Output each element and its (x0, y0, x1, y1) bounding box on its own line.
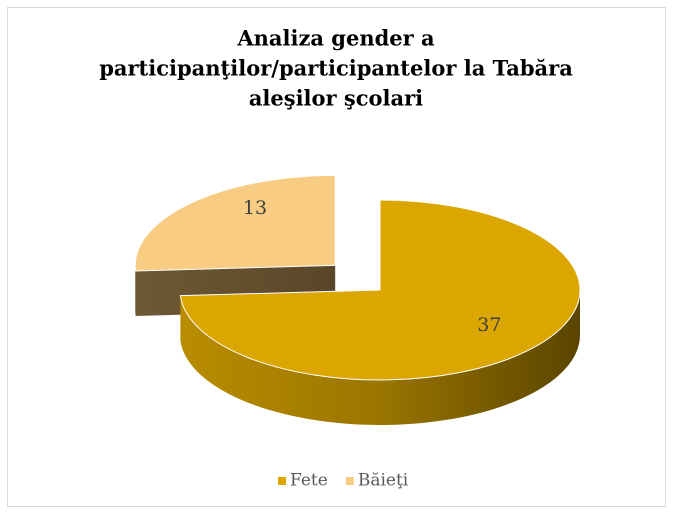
slice (179, 199, 581, 381)
legend-swatch (345, 477, 354, 485)
data-label: 37 (477, 314, 501, 336)
title-line: participanţilor/participantelor la Tabăr… (99, 56, 573, 81)
data-label: 13 (243, 197, 267, 219)
slice-wall (180, 290, 580, 425)
legend-label: Fete (290, 471, 328, 491)
title-line: Analiza gender a (236, 26, 435, 51)
legend-label: Băieţi (358, 471, 409, 491)
slice (134, 174, 336, 272)
chart-title: Analiza gender a participanţilor/particip… (99, 26, 573, 111)
chart-frame (7, 7, 666, 507)
title-line: aleşilor şcolari (249, 86, 423, 111)
legend-swatch (278, 477, 286, 485)
